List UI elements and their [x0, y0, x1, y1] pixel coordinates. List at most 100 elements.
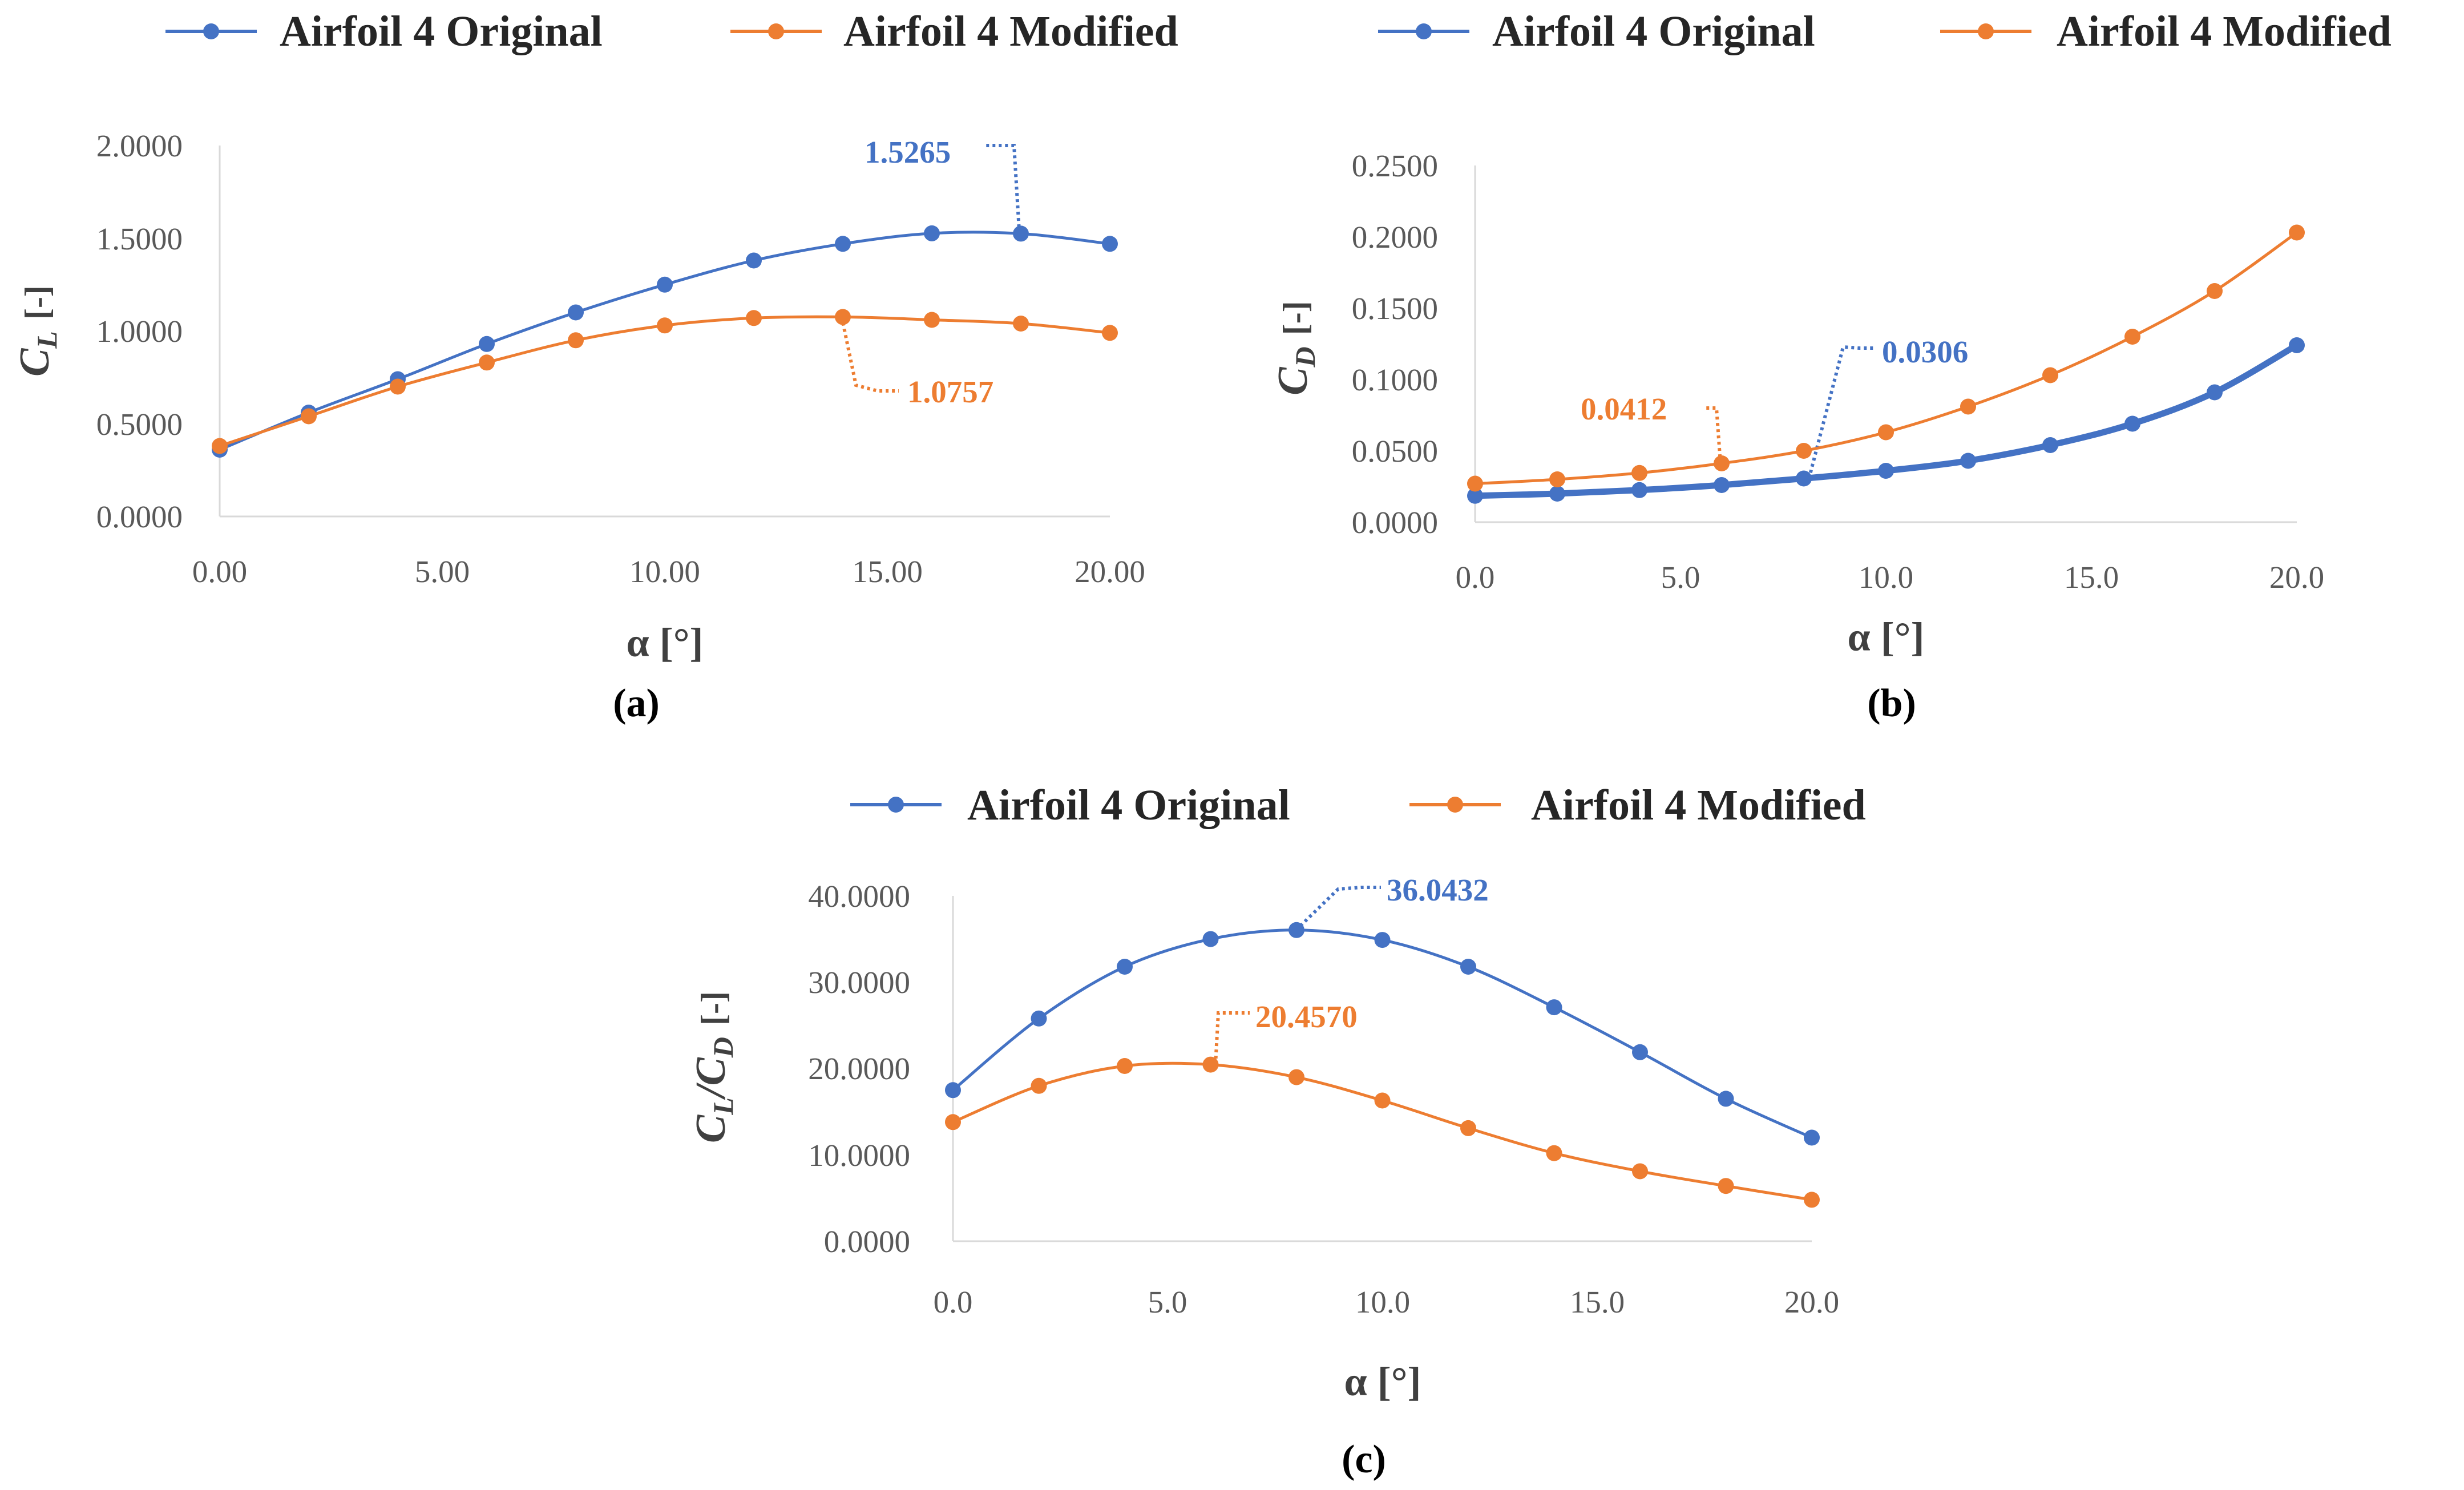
legend-b-original-marker [1416, 23, 1432, 39]
legend-b: Airfoil 4 Original Airfoil 4 Modified [1378, 7, 2392, 55]
x-tick-label: 20.0 [2269, 560, 2324, 595]
data-point-modified [1632, 1163, 1648, 1180]
data-point-modified [924, 312, 940, 328]
data-point-modified [746, 310, 762, 326]
data-point-original [2289, 337, 2305, 353]
data-point-modified [212, 438, 228, 454]
panel-c: Airfoil 4 Original Airfoil 4 Modified 0.… [688, 781, 1866, 1481]
legend-a-original-marker [203, 23, 219, 39]
annotation-leader-original [1294, 886, 1381, 932]
data-point-modified [1117, 1058, 1133, 1074]
y-tick-label: 0.1500 [1352, 291, 1438, 326]
annotation-a-modified: 1.0757 [907, 374, 993, 409]
y-ticks-b: 0.0000 0.0500 0.1000 0.1500 0.2000 0.250… [1352, 148, 1438, 540]
x-tick-label: 15.0 [1570, 1285, 1625, 1319]
data-point-modified [1631, 465, 1647, 481]
panel-label-b: (b) [1867, 681, 1916, 725]
data-point-modified [1102, 325, 1118, 341]
series-line-original [218, 231, 1112, 451]
annotation-c-original: 36.0432 [1387, 873, 1489, 907]
y-tick-label: 40.0000 [808, 879, 910, 914]
y-tick-label: 30.0000 [808, 965, 910, 1000]
data-point-modified [1718, 1178, 1734, 1194]
x-tick-label: 5.0 [1148, 1285, 1187, 1319]
legend-a-modified-marker [768, 23, 784, 39]
data-point-original [1960, 453, 1976, 469]
x-tick-label: 5.00 [415, 554, 470, 589]
y-tick-label: 0.0000 [1352, 505, 1438, 540]
data-point-original [1288, 922, 1304, 938]
data-point-modified [390, 378, 406, 395]
x-axis-title-a: α [°] [627, 620, 704, 665]
y-tick-label: 0.0500 [1352, 434, 1438, 469]
annotation-leader-modified [840, 316, 899, 393]
y-tick-label: 20.0000 [808, 1051, 910, 1086]
legend-c: Airfoil 4 Original Airfoil 4 Modified [850, 781, 1866, 829]
annotation-b-original: 0.0306 [1882, 334, 1968, 369]
legend-a-modified-label: Airfoil 4 Modified [843, 7, 1178, 55]
data-point-original [1202, 931, 1219, 947]
data-point-original [1549, 486, 1565, 502]
data-point-original [1117, 959, 1133, 975]
y-tick-label: 0.5000 [96, 407, 183, 442]
y-axis-title-b: CD[-] [1270, 301, 1321, 395]
y-axis-title-a: CL[-] [11, 285, 63, 377]
data-point-modified [301, 408, 317, 425]
y-ticks-c: 0.0000 10.0000 20.0000 30.0000 40.0000 [808, 879, 910, 1259]
y-tick-label: 10.0000 [808, 1138, 910, 1173]
x-tick-label: 10.0 [1859, 560, 1913, 595]
legend-a: Airfoil 4 Original Airfoil 4 Modified [165, 7, 1178, 55]
data-point-original [1102, 236, 1118, 252]
data-point-original [1467, 487, 1483, 504]
annotation-leader-original [1807, 345, 1875, 479]
data-point-original [1714, 477, 1730, 493]
x-tick-label: 5.0 [1661, 560, 1700, 595]
data-point-original [1546, 999, 1562, 1016]
data-point-original [568, 304, 584, 321]
annotation-b-modified: 0.0412 [1581, 391, 1667, 426]
data-point-original [1878, 463, 1894, 479]
plot-area-b [1467, 224, 2305, 504]
y-ticks-a: 0.0000 0.5000 1.0000 1.5000 2.0000 [96, 128, 183, 534]
x-tick-label: 15.0 [2064, 560, 2119, 595]
data-point-original [657, 276, 673, 293]
y-tick-label: 1.5000 [96, 221, 183, 256]
x-tick-label: 10.00 [629, 554, 700, 589]
data-point-modified [1288, 1069, 1304, 1085]
data-point-modified [2289, 224, 2305, 241]
data-point-original [835, 236, 851, 252]
y-tick-label: 0.2000 [1352, 220, 1438, 255]
data-point-original [1460, 959, 1476, 975]
data-point-modified [1960, 398, 1976, 415]
data-point-original [1031, 1010, 1047, 1027]
data-point-original [1631, 482, 1647, 498]
legend-c-modified-label: Airfoil 4 Modified [1531, 781, 1866, 829]
annotation-a-original: 1.5265 [865, 135, 951, 169]
panel-label-a: (a) [613, 681, 660, 725]
y-axis-title-c: CL/CD[-] [688, 991, 739, 1143]
x-ticks-b: 0.0 5.0 10.0 15.0 20.0 [1456, 560, 2325, 595]
data-point-modified [657, 317, 673, 334]
data-point-original [924, 225, 940, 241]
x-axis-title-b: α [°] [1848, 614, 1925, 660]
data-point-modified [1714, 455, 1730, 471]
data-point-modified [1374, 1092, 1391, 1109]
data-point-original [479, 336, 495, 352]
y-tick-label: 1.0000 [96, 314, 183, 349]
data-point-original [2207, 384, 2223, 401]
data-point-modified [1202, 1056, 1219, 1073]
data-point-original [1374, 932, 1391, 948]
annotation-c-modified: 20.4570 [1255, 999, 1358, 1034]
y-tick-label: 0.1000 [1352, 362, 1438, 397]
data-point-modified [1804, 1192, 1820, 1208]
x-tick-label: 0.0 [1456, 560, 1495, 595]
x-tick-label: 15.00 [852, 554, 923, 589]
data-point-modified [1467, 475, 1483, 492]
data-point-original [2042, 437, 2058, 453]
x-ticks-a: 0.00 5.00 10.00 15.00 20.00 [192, 554, 1145, 589]
plot-area-a [212, 144, 1118, 458]
y-tick-label: 0.2500 [1352, 148, 1438, 183]
annotation-leader-original [984, 144, 1021, 240]
data-point-modified [2042, 367, 2058, 383]
data-point-original [1804, 1129, 1820, 1146]
